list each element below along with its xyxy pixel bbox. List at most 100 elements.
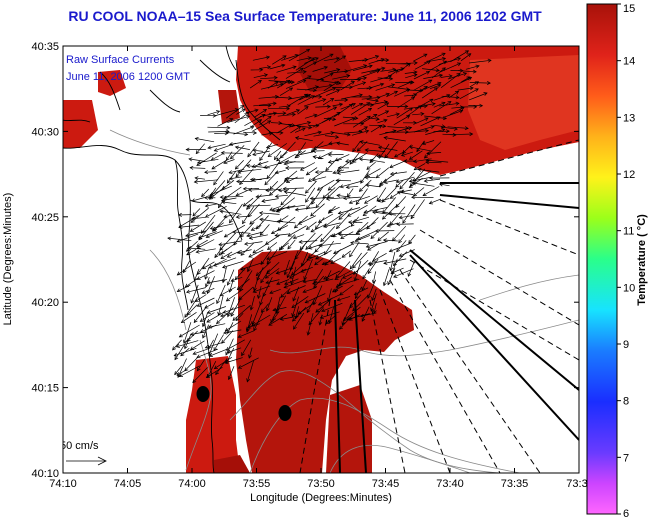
current-vector (383, 258, 407, 264)
current-vector (174, 365, 182, 375)
current-vector-head (189, 165, 194, 170)
current-vector-head (234, 165, 239, 170)
current-vector (305, 77, 324, 81)
current-vector (297, 95, 315, 105)
current-vector-head (354, 238, 359, 243)
current-vector (457, 87, 474, 91)
current-vector-head (382, 282, 387, 287)
current-vector (352, 152, 368, 163)
current-vector (343, 196, 361, 199)
current-vector (215, 358, 228, 375)
current-vector (248, 347, 253, 359)
current-vector-head (348, 200, 353, 205)
current-vector-head (374, 55, 380, 59)
current-vector (253, 285, 271, 293)
current-vector-head (389, 171, 395, 176)
current-vector-head (264, 181, 269, 186)
current-vector-head (365, 183, 370, 188)
current-vector-head (389, 221, 394, 226)
current-vector (421, 87, 438, 99)
current-vector-head (216, 110, 221, 114)
current-vector-head (398, 253, 403, 257)
current-vector (287, 95, 309, 100)
current-vector-head (208, 194, 213, 199)
current-vector-head (204, 304, 209, 309)
current-vector (322, 260, 333, 265)
current-vector-head (208, 264, 213, 269)
current-vector (313, 275, 325, 288)
current-vector (254, 109, 267, 118)
current-vector (271, 225, 288, 234)
current-vector (252, 56, 270, 61)
current-vector-head (268, 322, 273, 326)
current-vector-head (195, 150, 200, 155)
current-vector-head (358, 187, 363, 192)
current-vector (377, 119, 388, 124)
current-vector-head (349, 253, 353, 258)
current-vector-head (302, 69, 307, 74)
current-vector (247, 141, 260, 158)
current-vector-head (310, 228, 315, 233)
current-vector (270, 304, 280, 323)
current-vector-head (487, 58, 492, 63)
current-vector-head (286, 290, 291, 295)
current-vector-head (196, 162, 201, 166)
current-vector-head (395, 112, 400, 117)
current-vector-head (406, 88, 411, 93)
current-vector-head (459, 109, 464, 114)
current-vector (237, 168, 262, 173)
current-vector-head (265, 144, 271, 149)
current-vector (274, 150, 282, 160)
bathymetry-contours (109, 129, 579, 473)
current-vector (291, 296, 309, 308)
current-vector-head (360, 313, 365, 318)
current-vector (429, 58, 446, 62)
current-vector (336, 214, 350, 229)
current-vector-head (227, 349, 232, 354)
current-vector-head (292, 65, 297, 70)
current-vector-head (344, 97, 349, 103)
current-vector (392, 225, 407, 242)
current-vector (223, 329, 242, 334)
current-vector (223, 159, 235, 164)
current-vector (334, 269, 354, 280)
current-vector (208, 323, 226, 328)
current-vector-head (406, 62, 412, 67)
colorbar: 15 14 13 12 11 10 9 8 7 6 Temperature ( °C) (586, 3, 648, 519)
current-vector-head (314, 57, 319, 61)
current-vector-head (272, 307, 277, 312)
current-vector-head (350, 81, 355, 85)
current-vector (372, 211, 397, 216)
colorbar-label: Temperature ( °C) (636, 214, 648, 306)
current-vector (286, 204, 306, 209)
current-vector (206, 230, 223, 238)
current-vector-head (368, 64, 373, 69)
current-vector-head (321, 308, 326, 313)
current-vector (449, 133, 473, 136)
current-vector-head (337, 232, 342, 237)
current-vector (259, 212, 280, 215)
current-vector-head (235, 173, 240, 178)
current-vector (250, 296, 255, 310)
current-vector (235, 313, 244, 321)
current-vector (332, 169, 345, 174)
current-vector (354, 260, 362, 282)
current-vector (300, 266, 313, 273)
current-vector-head (304, 106, 309, 110)
current-vector (177, 233, 199, 243)
current-vector (191, 216, 206, 220)
current-vector-head (312, 61, 318, 66)
current-vector-head (224, 327, 229, 332)
current-vector-head (315, 204, 320, 209)
current-vector-head (178, 333, 183, 338)
current-vector-head (315, 225, 319, 230)
current-vector (205, 341, 224, 349)
current-vector (368, 58, 385, 65)
current-vector-head (298, 239, 303, 244)
current-vector (230, 145, 245, 159)
current-vector (257, 286, 262, 299)
current-vector (266, 251, 288, 260)
current-vector-head (265, 188, 270, 193)
x-tick-label: 74:05 (114, 478, 142, 490)
